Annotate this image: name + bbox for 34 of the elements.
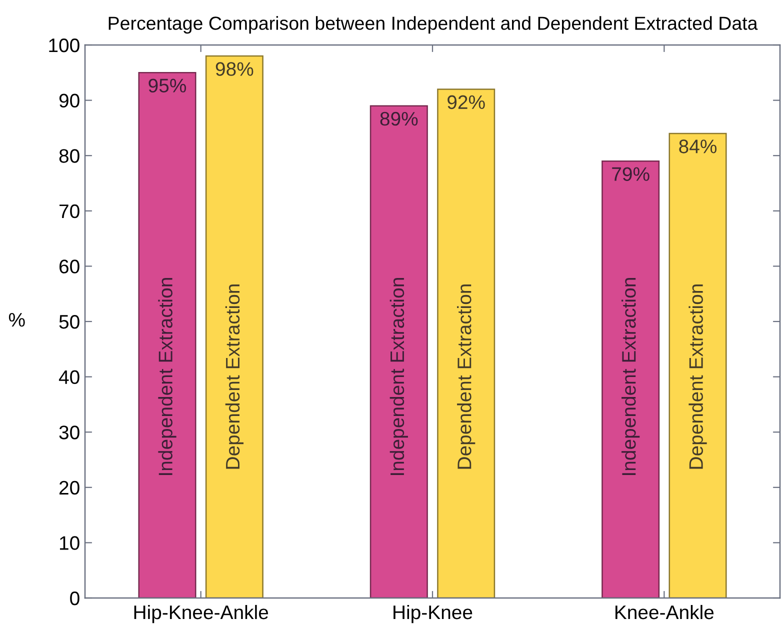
chart-title: Percentage Comparison between Independent and Dependent Extracted Data [108,16,758,34]
bar [602,160,660,598]
data-label: 79% [612,167,650,181]
x-tick-label: Hip-Knee [394,604,472,624]
y-tick-label: 90 [59,94,80,108]
x-tick-label: Knee-Ankle [616,604,714,620]
series-label: Dependent Extraction [688,284,707,469]
text: Dependent Extraction [457,284,476,469]
y-tick-label: 100 [49,38,80,52]
bar [138,72,196,598]
data-label: 89% [380,112,418,126]
y-tick-label: 40 [58,370,80,384]
y-tick-label: 80 [59,149,80,163]
y-tick-label: 0 [70,591,80,606]
y-tick-label: 60 [60,260,80,274]
data-label: 84% [679,140,717,154]
bar [668,132,727,598]
text: Independent Extraction [158,278,176,475]
y-tick-label: 10 [60,536,80,550]
data-label: 95% [148,78,186,92]
y-tick-label: 30 [59,426,80,440]
y-axis-title: % [8,313,25,327]
bar [437,88,496,598]
y-tick-label: 70 [60,204,80,218]
series-label: Independent Extraction [622,278,640,475]
data-label: 98% [216,62,254,76]
y-tick-label: 20 [59,480,80,495]
y-tick-label: 50 [59,314,80,329]
data-label: 92% [448,95,485,110]
text: Dependent Extraction [225,284,244,469]
text: Independent Extraction [390,278,408,475]
bar [205,55,264,598]
x-tick-label: Hip-Knee-Ankle [134,604,268,624]
bar [370,105,428,598]
